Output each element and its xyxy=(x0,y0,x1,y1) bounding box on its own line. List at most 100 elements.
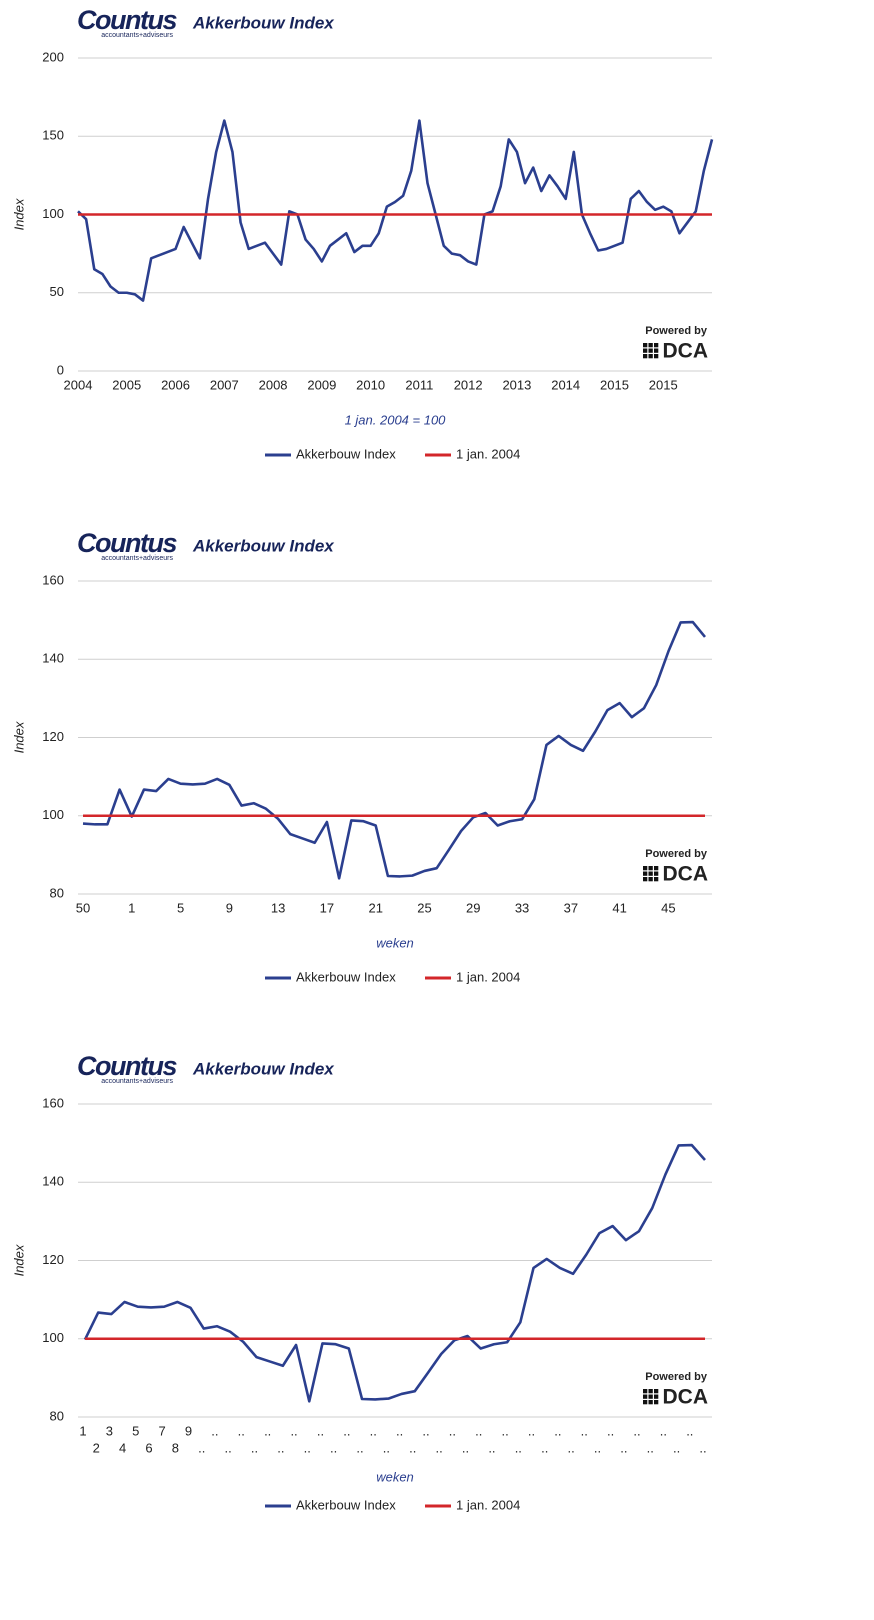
x-axis-label: weken xyxy=(376,935,414,950)
x-tick-label: .. xyxy=(330,1440,337,1455)
credit-brand: DCA xyxy=(663,340,709,363)
x-tick-label: .. xyxy=(383,1440,390,1455)
icon-cell xyxy=(648,348,653,353)
icon-cell xyxy=(643,348,648,353)
y-tick-label: 120 xyxy=(42,729,64,744)
icon-cell xyxy=(643,866,648,871)
icon-cell xyxy=(654,1394,659,1399)
x-tick-label: .. xyxy=(673,1440,680,1455)
legend-label: 1 jan. 2004 xyxy=(456,969,520,984)
icon-cell xyxy=(648,866,653,871)
series-line xyxy=(77,119,714,302)
icon-cell xyxy=(654,1389,659,1394)
icon-cell xyxy=(648,877,653,882)
x-tick-label: .. xyxy=(211,1423,218,1438)
x-tick-label: 41 xyxy=(612,900,626,915)
x-tick-label: .. xyxy=(356,1440,363,1455)
icon-cell xyxy=(643,1394,648,1399)
legend-item: 1 jan. 2004 xyxy=(425,446,520,461)
y-tick-label: 0 xyxy=(57,362,64,377)
x-tick-label: 2013 xyxy=(502,377,531,392)
icon-cell xyxy=(648,343,653,348)
legend-label: 1 jan. 2004 xyxy=(456,446,520,461)
icon-cell xyxy=(648,354,653,359)
y-tick-label: 140 xyxy=(42,651,64,666)
x-tick-label: 37 xyxy=(564,900,578,915)
legend-label: Akkerbouw Index xyxy=(296,969,396,984)
x-tick-label: .. xyxy=(251,1440,258,1455)
chart-title: Akkerbouw Index xyxy=(192,13,335,32)
legend-item: Akkerbouw Index xyxy=(265,1497,396,1512)
icon-cell xyxy=(654,354,659,359)
icon-cell xyxy=(648,1389,653,1394)
x-tick-label: 9 xyxy=(226,900,233,915)
icon-cell xyxy=(654,866,659,871)
x-tick-label: .. xyxy=(515,1440,522,1455)
x-tick-label: .. xyxy=(699,1440,706,1455)
x-axis-label: weken xyxy=(376,1469,414,1484)
legend-item: 1 jan. 2004 xyxy=(425,1497,520,1512)
x-tick-label: .. xyxy=(436,1440,443,1455)
x-tick-label: .. xyxy=(264,1423,271,1438)
credit-icon xyxy=(643,866,659,882)
x-tick-label: 9 xyxy=(185,1423,192,1438)
x-tick-label: .. xyxy=(620,1440,627,1455)
x-tick-label: .. xyxy=(567,1440,574,1455)
x-tick-label: .. xyxy=(317,1423,324,1438)
x-tick-label: .. xyxy=(370,1423,377,1438)
x-tick-label: 25 xyxy=(417,900,431,915)
x-tick-label: .. xyxy=(647,1440,654,1455)
x-tick-label: 3 xyxy=(106,1423,113,1438)
icon-cell xyxy=(654,877,659,882)
x-tick-label: .. xyxy=(396,1423,403,1438)
x-tick-label: 13 xyxy=(271,900,285,915)
x-tick-label: 2012 xyxy=(454,377,483,392)
x-tick-label: .. xyxy=(422,1423,429,1438)
x-tick-label: .. xyxy=(594,1440,601,1455)
legend-label: Akkerbouw Index xyxy=(296,446,396,461)
x-tick-label: 50 xyxy=(76,900,90,915)
x-tick-label: .. xyxy=(686,1423,693,1438)
series-line xyxy=(83,1143,706,1403)
x-tick-label: 21 xyxy=(368,900,382,915)
x-tick-label: .. xyxy=(343,1423,350,1438)
x-tick-label: 8 xyxy=(172,1440,179,1455)
x-tick-label: 7 xyxy=(159,1423,166,1438)
y-tick-label: 160 xyxy=(42,1095,64,1110)
x-tick-label: 2009 xyxy=(307,377,336,392)
x-axis-label: 1 jan. 2004 = 100 xyxy=(345,412,447,427)
legend-label: 1 jan. 2004 xyxy=(456,1497,520,1512)
x-tick-label: .. xyxy=(290,1423,297,1438)
icon-cell xyxy=(654,348,659,353)
icon-cell xyxy=(643,1389,648,1394)
x-tick-label: .. xyxy=(633,1423,640,1438)
icon-cell xyxy=(643,354,648,359)
icon-cell xyxy=(648,1400,653,1405)
icon-cell xyxy=(643,871,648,876)
x-tick-label: 4 xyxy=(119,1440,126,1455)
y-axis-label: Index xyxy=(11,1244,26,1276)
x-tick-label: .. xyxy=(528,1423,535,1438)
x-tick-label: 5 xyxy=(132,1423,139,1438)
credit-icon xyxy=(643,343,659,359)
x-tick-label: .. xyxy=(224,1440,231,1455)
x-tick-label: 2015 xyxy=(600,377,629,392)
logo-tagline: accountants+adviseurs xyxy=(101,32,173,39)
x-tick-label: 45 xyxy=(661,900,675,915)
credit: Powered by xyxy=(645,325,708,337)
x-tick-label: .. xyxy=(541,1440,548,1455)
legend-item: 1 jan. 2004 xyxy=(425,969,520,984)
x-tick-label: .. xyxy=(488,1440,495,1455)
logo-tagline: accountants+adviseurs xyxy=(101,555,173,562)
logo: Countus xyxy=(77,1051,177,1081)
x-tick-label: 2004 xyxy=(64,377,93,392)
logo-tagline: accountants+adviseurs xyxy=(101,1078,173,1085)
x-tick-label: .. xyxy=(607,1423,614,1438)
x-tick-label: .. xyxy=(660,1423,667,1438)
y-tick-label: 120 xyxy=(42,1252,64,1267)
y-tick-label: 80 xyxy=(50,1408,64,1423)
